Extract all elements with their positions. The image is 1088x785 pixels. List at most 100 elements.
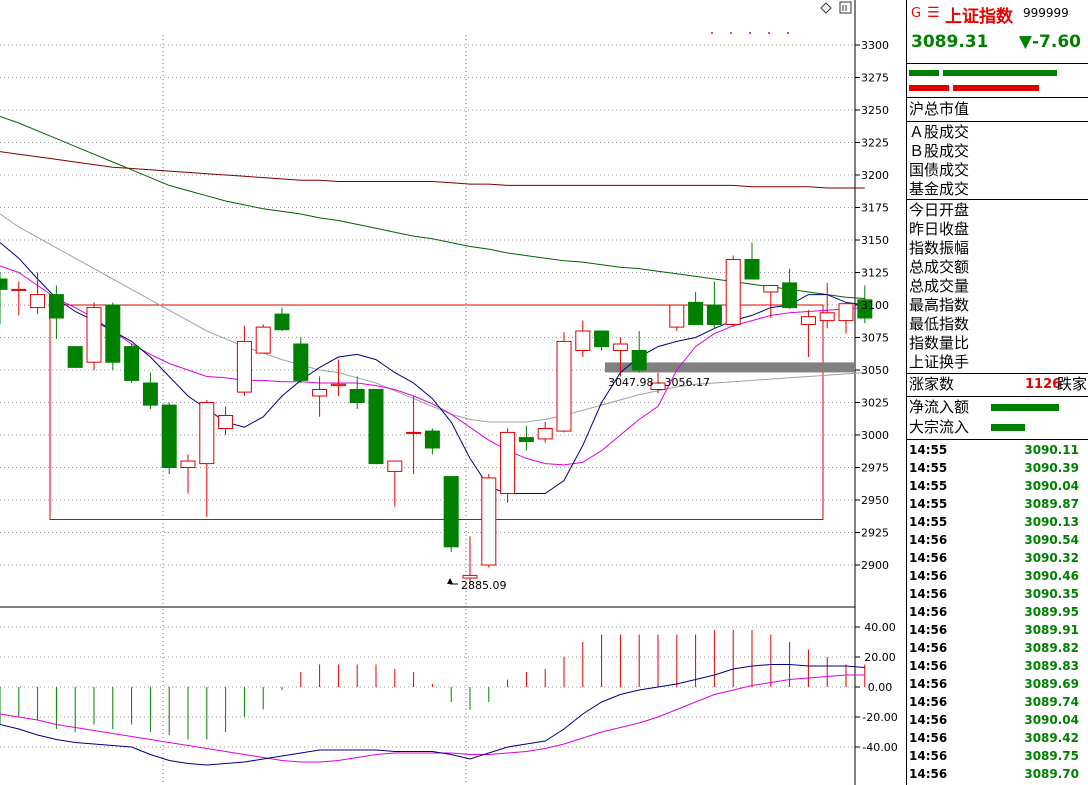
- tick-value: 3089.74: [1024, 695, 1079, 709]
- candle[interactable]: [706, 281, 722, 329]
- price-tick-label: 2900: [861, 559, 889, 572]
- candle[interactable]: [819, 282, 835, 329]
- tick-value: 3090.54: [1024, 533, 1079, 547]
- tick-value: 3089.95: [1024, 605, 1079, 619]
- menu-icon[interactable]: ☰: [927, 5, 940, 21]
- candle[interactable]: [631, 331, 647, 373]
- price-tick-label: 3225: [861, 137, 889, 150]
- candle[interactable]: [800, 310, 816, 357]
- candle[interactable]: [349, 376, 365, 410]
- candle-body: [838, 303, 854, 322]
- candle-body: [67, 346, 83, 368]
- ma20-line: [0, 213, 865, 423]
- tick-row: 14:56 3089.82: [907, 639, 1088, 657]
- candle[interactable]: [612, 337, 628, 377]
- candle[interactable]: [293, 337, 309, 384]
- tick-time: 14:55: [909, 461, 948, 475]
- candle[interactable]: [330, 359, 346, 396]
- indicator-tick-label: 20.00: [864, 651, 896, 664]
- svg-text:2885.09: 2885.09: [461, 579, 507, 592]
- candle[interactable]: [650, 372, 666, 394]
- tick-time: 14:56: [909, 533, 948, 547]
- candle[interactable]: [744, 242, 760, 280]
- candle[interactable]: [500, 428, 516, 503]
- candle[interactable]: [312, 376, 328, 417]
- candle[interactable]: [236, 325, 252, 396]
- candle[interactable]: [0, 272, 8, 325]
- candle-body: [274, 313, 290, 331]
- candle[interactable]: [669, 304, 685, 331]
- candle[interactable]: [537, 422, 553, 443]
- candle[interactable]: [180, 454, 196, 494]
- indicator-tick-label: 40.00: [864, 621, 896, 634]
- tick-time: 14:55: [909, 497, 948, 511]
- candle[interactable]: [424, 428, 440, 455]
- candle-body: [180, 460, 196, 468]
- candle-body: [706, 304, 722, 325]
- candle-body: [443, 476, 459, 548]
- candle[interactable]: [255, 324, 271, 354]
- tick-row: 14:56 3089.83: [907, 657, 1088, 675]
- candle-body: [725, 259, 741, 325]
- tick-time: 14:56: [909, 569, 948, 583]
- candle[interactable]: [86, 302, 102, 370]
- stat-label: 基金成交: [909, 180, 970, 198]
- candle[interactable]: [161, 402, 177, 475]
- dotted-marker: [711, 32, 789, 34]
- block-inflow-bar: [991, 424, 1025, 431]
- candle[interactable]: [782, 268, 798, 309]
- tick-time: 14:56: [909, 731, 948, 745]
- divider: [907, 373, 1088, 374]
- kline-chart-area[interactable]: 3300 3275 3250 3225 3200 3175 3150 3125 3100 3075…: [0, 0, 906, 785]
- price-tick-label: 3275: [861, 72, 889, 85]
- consolidation-box: [49, 304, 824, 520]
- candle[interactable]: [105, 302, 121, 370]
- candle[interactable]: [594, 330, 610, 351]
- candle[interactable]: [725, 255, 741, 328]
- candle[interactable]: [124, 344, 140, 383]
- divider: [907, 396, 1088, 397]
- candle[interactable]: [575, 320, 591, 357]
- tick-value: 3089.70: [1024, 767, 1079, 781]
- candle-body: [387, 460, 403, 472]
- tick-row: 14:56 3089.42: [907, 729, 1088, 747]
- candle-body: [30, 294, 46, 309]
- candle[interactable]: [443, 476, 459, 552]
- candle-body: [669, 304, 685, 328]
- candle[interactable]: [387, 460, 403, 507]
- candle[interactable]: [406, 396, 422, 474]
- candle[interactable]: [481, 474, 497, 568]
- candle[interactable]: [838, 302, 854, 334]
- candle[interactable]: [462, 536, 478, 585]
- candle-body: [406, 431, 422, 434]
- tick-value: 3089.82: [1024, 641, 1079, 655]
- window-toggle-icon[interactable]: [839, 1, 852, 14]
- candle[interactable]: [368, 389, 384, 465]
- candle-body: [199, 402, 215, 465]
- g-label[interactable]: G: [911, 6, 922, 21]
- candle-body: [594, 330, 610, 348]
- candle[interactable]: [218, 406, 234, 435]
- tick-time: 14:56: [909, 587, 948, 601]
- gray-support-band: [605, 362, 855, 373]
- candle[interactable]: [67, 346, 83, 368]
- candle[interactable]: [142, 372, 158, 409]
- candle[interactable]: [30, 272, 46, 315]
- strength-bar-red-2: [953, 85, 1039, 91]
- diamond-icon[interactable]: [820, 2, 832, 14]
- candle[interactable]: [556, 332, 572, 433]
- ma10-line: [0, 265, 865, 466]
- candle[interactable]: [857, 285, 873, 324]
- tick-row: 14:56 3089.69: [907, 675, 1088, 693]
- candle[interactable]: [688, 292, 704, 325]
- candle[interactable]: [48, 285, 64, 339]
- price-tick-label: 3100: [861, 299, 889, 312]
- candle[interactable]: [763, 285, 779, 319]
- candle[interactable]: [11, 281, 27, 316]
- candle[interactable]: [518, 425, 534, 451]
- candle-body: [857, 299, 873, 319]
- candle[interactable]: [199, 399, 215, 517]
- candle[interactable]: [274, 307, 290, 331]
- strength-bar-green-1: [909, 70, 939, 76]
- candle-body: [293, 343, 309, 381]
